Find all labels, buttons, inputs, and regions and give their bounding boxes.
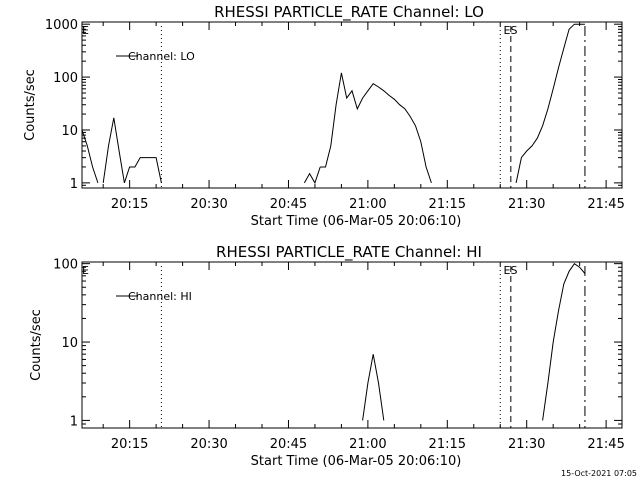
x-axis-label: Start Time (06-Mar-05 20:06:10) — [251, 454, 462, 469]
flag-label: ES — [504, 24, 518, 37]
x-tick-label: 21:15 — [429, 197, 466, 212]
series-line-segment — [515, 23, 585, 184]
x-tick-label: 20:30 — [190, 197, 227, 212]
x-tick-label: 20:45 — [270, 437, 307, 452]
x-tick-label: 20:45 — [270, 197, 307, 212]
x-tick-label: 21:00 — [349, 197, 386, 212]
plot-frame — [81, 21, 623, 189]
footer-timestamp: 15-Oct-2021 07:05 — [561, 469, 637, 478]
y-tick-label: 1000 — [45, 18, 78, 33]
x-tick-label: 21:45 — [587, 437, 624, 452]
x-tick-label: 20:15 — [111, 197, 148, 212]
x-tick-label: 21:30 — [508, 437, 545, 452]
chart-panel-1: RHESSI PARTICLE_RATE Channel: LO 1 10 100 10… — [23, 3, 625, 229]
plot-frame — [81, 261, 623, 429]
x-tick-label: 20:30 — [190, 437, 227, 452]
chart-title: RHESSI PARTICLE_RATE Channel: LO — [214, 3, 484, 22]
x-tick-label: 21:00 — [349, 437, 386, 452]
series-line-segment — [102, 117, 125, 183]
series-line-segment — [82, 129, 99, 184]
flag-label: E — [82, 264, 89, 277]
series-line-segment — [123, 157, 162, 184]
x-tick-label: 20:15 — [111, 437, 148, 452]
series-line-segment — [303, 166, 321, 185]
legend-entry: Channel: HI — [128, 290, 192, 303]
series-line-segment — [542, 263, 586, 421]
series-line-segment — [320, 72, 432, 184]
chart-title: RHESSI PARTICLE_RATE Channel: HI — [216, 243, 482, 262]
series-line-segment — [362, 354, 385, 421]
x-tick-label: 21:15 — [429, 437, 466, 452]
x-tick-label: 21:30 — [508, 197, 545, 212]
y-tick-label: 100 — [53, 71, 78, 86]
y-tick-label: 10 — [61, 124, 78, 139]
y-tick-label: 1 — [70, 414, 78, 429]
flag-label: ES — [504, 264, 518, 277]
flag-label: E — [82, 24, 89, 37]
y-axis-label: Counts/sec — [29, 309, 44, 381]
x-axis-label: Start Time (06-Mar-05 20:06:10) — [251, 214, 462, 229]
x-tick-label: 21:45 — [587, 197, 624, 212]
y-axis-label: Counts/sec — [23, 69, 38, 141]
y-tick-label: 10 — [61, 336, 78, 351]
chart-panel-2: RHESSI PARTICLE_RATE Channel: HI 1 10 100 20… — [29, 243, 625, 469]
y-tick-label: 1 — [70, 177, 78, 192]
y-tick-label: 100 — [53, 258, 78, 273]
legend-entry: Channel: LO — [128, 50, 195, 63]
